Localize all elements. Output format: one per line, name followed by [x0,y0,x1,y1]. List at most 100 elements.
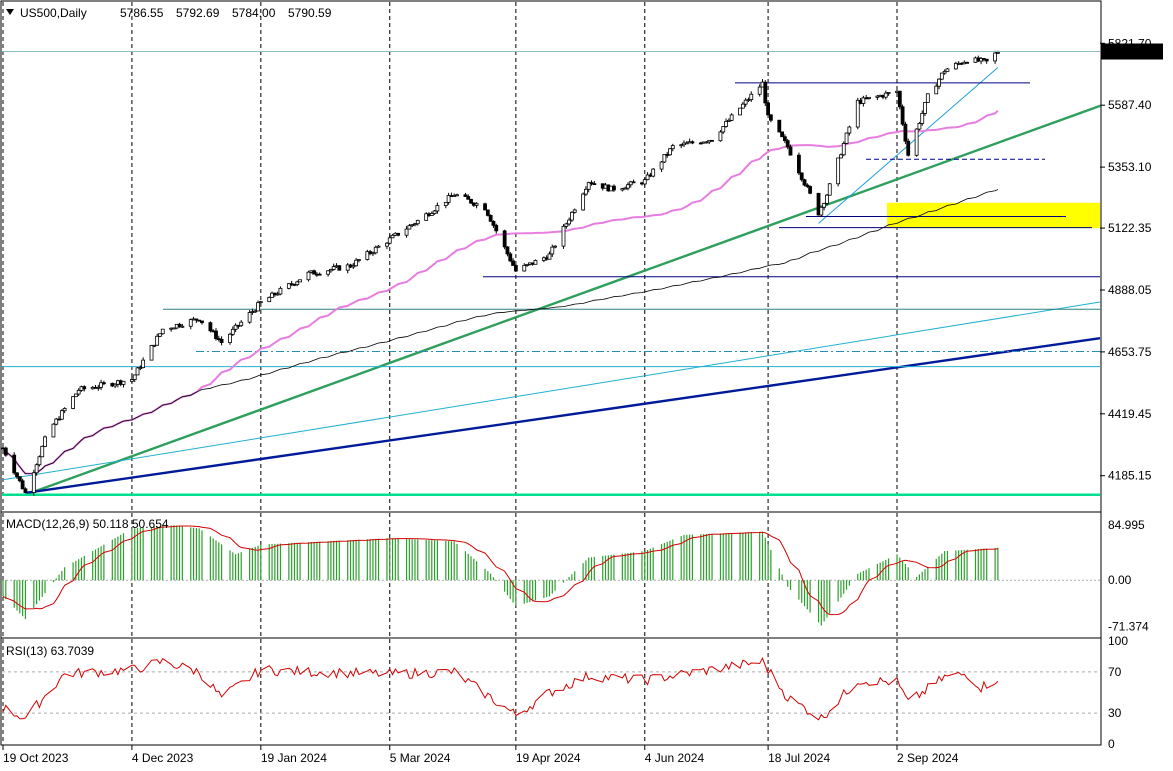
candle [37,455,42,467]
candle [721,126,726,134]
candle-body [390,234,395,239]
rsi-panel[interactable] [0,637,1102,746]
macd-panel[interactable] [0,511,1102,639]
candle-body [841,143,846,156]
candle-body [256,302,260,312]
candle [805,183,810,189]
candle [483,202,487,211]
candle-body [740,103,745,109]
candle [581,192,586,211]
candle [455,193,459,197]
date-tick-label: 19 Oct 2023 [3,751,69,765]
candle [15,472,19,480]
candle [228,332,232,345]
candle [239,320,244,327]
candle [326,270,330,277]
candle [62,407,67,414]
candle [746,97,751,103]
candle-body [435,205,440,212]
candle [867,96,871,100]
candle-body [71,396,75,409]
candle [180,323,185,328]
candle-body [354,259,359,267]
candle [945,68,950,72]
candle-body [3,447,8,456]
candle-body [483,203,487,211]
candle-body [704,141,709,144]
candle-body [844,132,849,144]
candle-body [345,264,350,271]
candle [415,219,420,226]
date-tick-label: 4 Jun 2024 [645,751,705,765]
close-value: 5790.59 [288,6,332,20]
candle-body [612,185,616,191]
candle [443,201,448,209]
candle [424,212,429,221]
candle [54,417,59,426]
price-tick-label: 5353.10 [1108,160,1152,174]
candle [177,322,182,328]
horizontal-levels [2,82,1100,497]
rsi-series [2,656,1100,721]
candle [662,154,667,163]
candle [628,180,633,188]
candle [247,310,252,324]
date-tick-label: 18 Jul 2024 [768,751,830,765]
candle [780,131,784,138]
candle-body [267,296,272,303]
candle [561,224,566,249]
candle [738,107,742,116]
candle-body [96,386,101,389]
candle [130,376,134,384]
candle [17,476,22,483]
candle [827,183,832,196]
candle-body [984,58,989,62]
candle [855,97,860,130]
candle-body [233,324,238,330]
candle-body [455,194,459,197]
candle [533,259,538,265]
candle [233,323,238,332]
candle-body [76,389,81,395]
candle-body [331,266,336,270]
candle [132,374,137,383]
candle-body [945,68,950,72]
candle-body [488,214,493,222]
candle [71,396,75,410]
candle-body [670,145,675,150]
macd-tick-label: -71.374 [1108,619,1149,633]
candle-body [642,179,647,185]
candle [592,180,597,186]
candle [808,185,813,195]
candle-body [485,209,490,216]
candle [258,301,263,304]
candle [953,61,958,70]
candle-body [15,472,19,477]
candle [172,327,176,330]
candle [270,291,274,298]
candle [331,263,336,271]
candle-body [816,192,821,216]
candle [485,209,490,217]
candle [684,140,689,145]
candle [73,393,78,398]
candle-body [270,292,274,298]
collapse-triangle-icon[interactable] [6,9,14,15]
candle [158,333,162,338]
candle [679,143,684,149]
price-tick-label: 4888.05 [1108,283,1152,297]
candle-body [466,196,471,200]
candle-body [410,224,415,227]
candle [645,172,650,181]
candle [432,210,437,215]
candle [494,223,499,234]
candle-body [34,464,39,474]
candle [584,186,588,197]
candle [488,214,493,222]
candle [511,258,515,266]
macd-label: MACD(12,26,9) 50.118 50.654 [6,517,169,531]
candle [923,101,927,117]
candle-body [317,273,322,276]
candle-body [825,194,829,204]
